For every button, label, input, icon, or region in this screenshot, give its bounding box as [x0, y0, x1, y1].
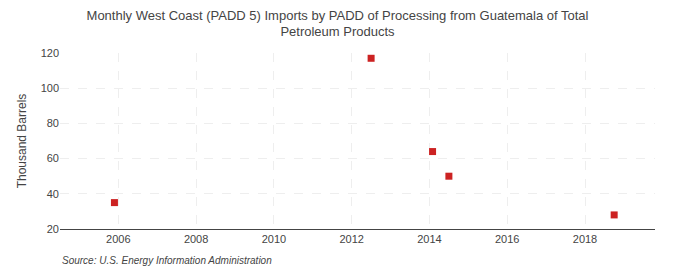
svg-text:2016: 2016	[495, 233, 519, 245]
svg-text:Monthly West Coast (PADD 5) Im: Monthly West Coast (PADD 5) Imports by P…	[87, 8, 589, 40]
svg-text:20: 20	[47, 223, 59, 235]
svg-text:60: 60	[47, 152, 59, 164]
svg-text:2018: 2018	[573, 233, 597, 245]
svg-text:2010: 2010	[262, 233, 286, 245]
svg-text:2008: 2008	[184, 233, 208, 245]
svg-text:80: 80	[47, 117, 59, 129]
svg-text:120: 120	[41, 47, 59, 59]
svg-text:Source: U.S. Energy Informatio: Source: U.S. Energy Information Administ…	[62, 255, 272, 266]
svg-text:2014: 2014	[417, 233, 441, 245]
svg-text:40: 40	[47, 188, 59, 200]
svg-text:2006: 2006	[106, 233, 130, 245]
svg-text:Thousand Barrels: Thousand Barrels	[15, 94, 29, 189]
svg-text:100: 100	[41, 82, 59, 94]
svg-text:2012: 2012	[339, 233, 363, 245]
